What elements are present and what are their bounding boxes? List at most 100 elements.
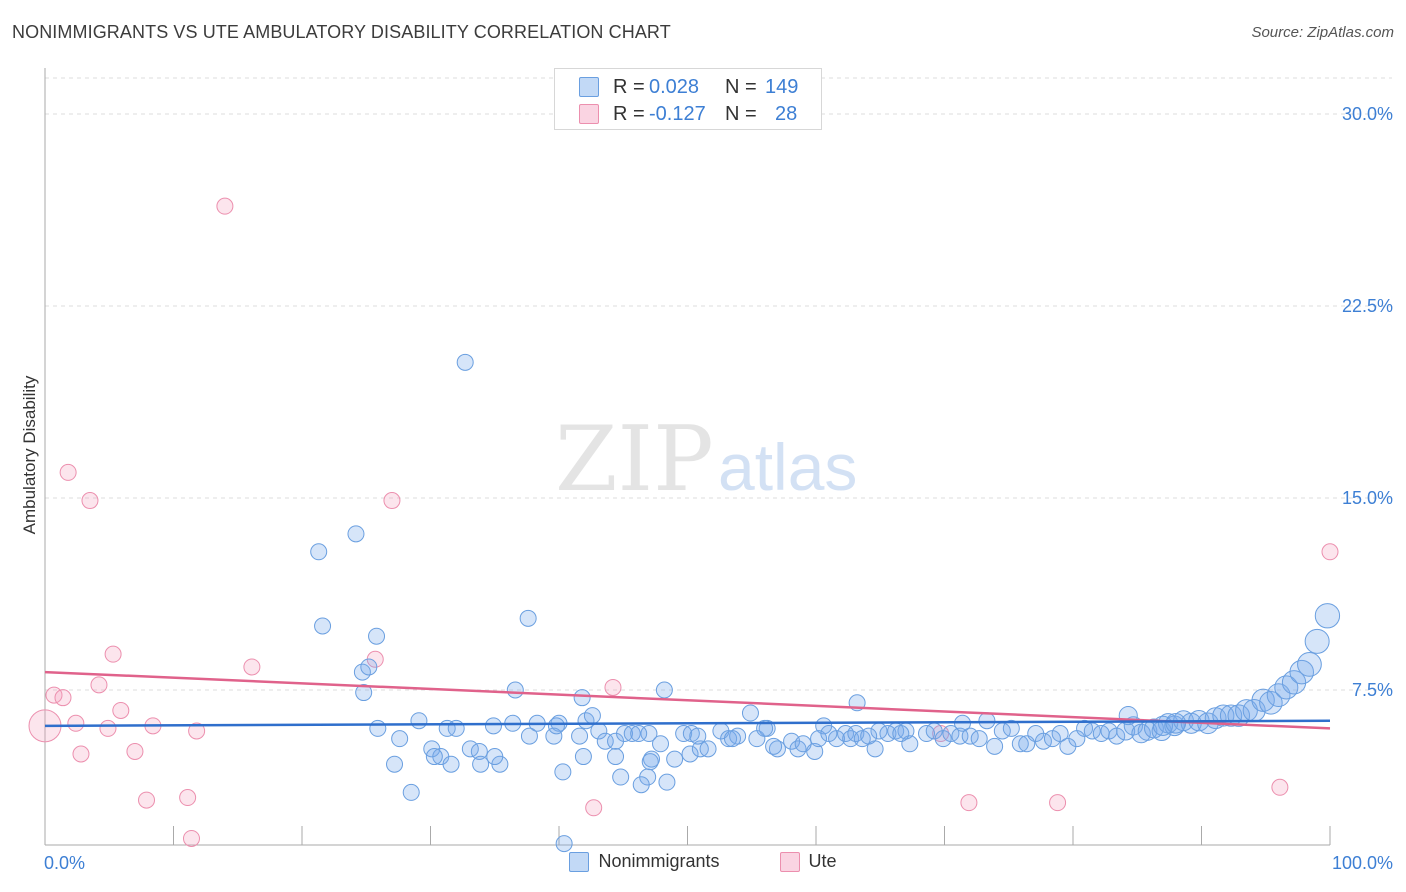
ute-point <box>604 678 622 696</box>
ute-swatch <box>579 104 599 124</box>
nonimmigrants-point <box>314 617 332 635</box>
nonimmigrants-point <box>1259 691 1283 715</box>
ute-point <box>1321 543 1339 561</box>
ute-point <box>188 722 206 740</box>
nonimmigrants-point <box>442 755 460 773</box>
nonimmigrants-point <box>640 725 658 743</box>
ute-point <box>1049 794 1067 812</box>
nonimmigrants-point <box>596 732 614 750</box>
nonimmigrants-point <box>681 745 699 763</box>
nonimmigrants-point <box>347 525 365 543</box>
nonimmigrants-point <box>555 835 573 853</box>
nonimmigrants-point <box>806 742 824 760</box>
nonimmigrants-point <box>360 658 378 676</box>
ute-legend-swatch <box>779 851 800 872</box>
n-label: N = <box>725 75 757 98</box>
nonimmigrants-point <box>519 609 537 627</box>
legend-item-ute: Ute <box>779 851 837 872</box>
ute-trend-line <box>44 670 1331 730</box>
nonimmigrants-point <box>368 627 386 645</box>
ute-point <box>585 799 603 817</box>
nonimmigrants-point <box>723 730 741 748</box>
nonimmigrants-point <box>842 730 860 748</box>
ute-point <box>59 463 77 481</box>
nonimmigrants-point <box>1281 670 1307 695</box>
nonimmigrants-point <box>652 735 670 753</box>
nonimmigrants-point <box>1011 735 1029 753</box>
nonimmigrants-points <box>310 353 1341 853</box>
nonimmigrants-point <box>810 730 828 748</box>
nonimmigrants-swatch <box>579 77 599 97</box>
nonimmigrants-point <box>632 776 650 794</box>
grid <box>45 77 1392 691</box>
nonimmigrants-point <box>486 748 504 766</box>
nonimmigrants-point <box>607 748 625 766</box>
axes <box>44 68 1331 846</box>
nonimmigrants-point <box>545 727 563 745</box>
nonimmigrants-point <box>402 783 420 801</box>
ute-point <box>81 492 99 510</box>
x-tick-label: 100.0% <box>1332 853 1393 873</box>
nonimmigrants-point <box>410 712 428 730</box>
ute-point <box>99 719 117 737</box>
legend-item-nonimmigrants: Nonimmigrants <box>569 851 720 872</box>
nonimmigrants-point <box>1297 652 1322 677</box>
n-label: N = <box>725 102 757 125</box>
nonimmigrants-point <box>756 719 774 737</box>
ute-point <box>104 645 122 663</box>
watermark-atlas: atlas <box>718 430 857 504</box>
nonimmigrants-point <box>1314 603 1341 629</box>
nonimmigrants-point <box>612 768 630 786</box>
nonimmigrants-point <box>658 773 676 791</box>
nonimmigrants-point <box>789 740 807 758</box>
y-tick-label: 15.0% <box>1342 488 1393 508</box>
r-value: 0.028 <box>649 75 700 98</box>
tick-labels: 7.5% 15.0% 22.5% 30.0% 0.0% 100.0% <box>44 104 1393 873</box>
r-label: R = <box>613 75 645 98</box>
legend-label-nonimmigrants: Nonimmigrants <box>598 851 720 871</box>
nonimmigrants-point <box>1274 675 1299 700</box>
nonimmigrants-point <box>391 730 409 748</box>
nonimmigrants-point <box>506 681 524 699</box>
nonimmigrants-point <box>472 755 490 773</box>
nonimmigrants-trend-line <box>44 719 1331 728</box>
nonimmigrants-point <box>699 740 717 758</box>
ute-point <box>126 742 144 760</box>
trend-lines <box>44 670 1331 730</box>
nonimmigrants-point <box>970 730 988 748</box>
ute-point <box>216 197 234 215</box>
y-tick-label: 30.0% <box>1342 104 1393 124</box>
legend-row-ute: R = -0.127 N = 28 <box>579 102 797 126</box>
chart-title: NONIMMIGRANTS VS UTE AMBULATORY DISABILI… <box>12 22 671 42</box>
nonimmigrants-point <box>641 753 659 771</box>
r-value: -0.127 <box>649 102 706 125</box>
ute-point <box>54 689 72 707</box>
nonimmigrants-point <box>666 750 684 768</box>
y-tick-label: 7.5% <box>1352 680 1393 700</box>
nonimmigrants-point <box>630 725 648 743</box>
nonimmigrants-point <box>689 727 707 745</box>
nonimmigrants-point <box>1289 659 1314 685</box>
nonimmigrants-legend-swatch <box>569 851 590 872</box>
ute-point <box>960 794 978 812</box>
nonimmigrants-point <box>447 719 465 737</box>
r-label: R = <box>613 102 645 125</box>
ute-point <box>243 658 261 676</box>
nonimmigrants-point <box>986 737 1004 755</box>
nonimmigrants-point <box>310 543 328 561</box>
nonimmigrants-point <box>355 684 373 702</box>
ute-point <box>72 745 90 763</box>
nonimmigrants-point <box>520 727 538 745</box>
nonimmigrants-point <box>820 725 838 743</box>
nonimmigrants-point <box>655 681 673 699</box>
watermark: ZIP atlas <box>555 407 857 512</box>
n-value: 28 <box>775 102 798 125</box>
series-legend: Nonimmigrants Ute <box>0 851 1406 872</box>
nonimmigrants-point <box>571 727 589 745</box>
ute-point <box>179 789 197 807</box>
legend-row-nonimmigrants: R = 0.028 N = 149 <box>579 75 798 99</box>
y-tick-label: 22.5% <box>1342 296 1393 316</box>
nonimmigrants-point <box>583 707 601 725</box>
nonimmigrants-point <box>623 725 641 743</box>
